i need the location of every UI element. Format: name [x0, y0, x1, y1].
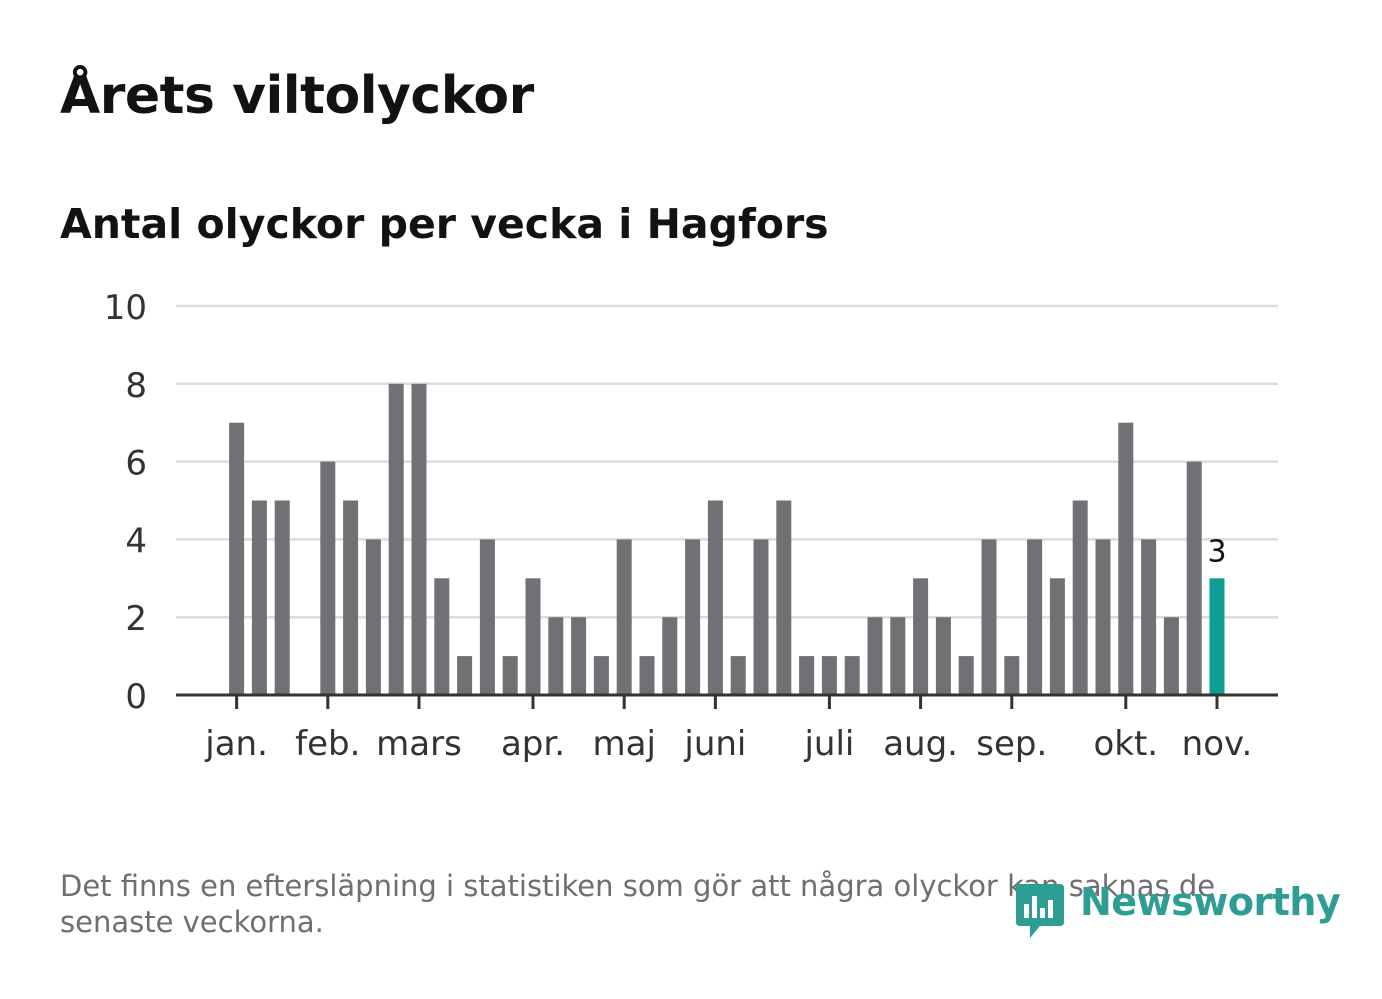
chart-title: Årets viltolyckor: [60, 66, 534, 126]
bar-week-43: [1141, 539, 1157, 695]
bar-week-21: [639, 656, 655, 695]
bar-week-16: [525, 578, 541, 695]
bar-week-39: [1049, 578, 1065, 695]
bar-week-17: [548, 617, 564, 695]
bar-week-34: [935, 617, 951, 695]
x-tick-label-maj: maj: [592, 724, 655, 764]
x-tick-label-jan: jan.: [204, 724, 268, 764]
bar-week-46: [1209, 578, 1225, 695]
bar-week-30: [844, 656, 860, 695]
y-tick-labels: 0 2 4 6 8 10: [104, 288, 147, 717]
newsworthy-logo: Newsworthy: [1010, 878, 1341, 944]
bar-week-12: [434, 578, 450, 695]
newsworthy-logo-icon: [1016, 884, 1064, 938]
bar-week-26: [753, 539, 769, 695]
bar-week-5: [274, 500, 290, 695]
bar-week-37: [1004, 656, 1020, 695]
bar-week-38: [1027, 539, 1043, 695]
bar-week-40: [1072, 500, 1088, 695]
bar-week-44: [1163, 617, 1179, 695]
y-tick-label-4: 4: [125, 521, 147, 561]
bar-week-18: [571, 617, 587, 695]
x-tick-label-okt: okt.: [1093, 724, 1158, 764]
gridlines: [176, 304, 1278, 619]
bar-week-20: [616, 539, 632, 695]
x-tick-label-nov: nov.: [1182, 724, 1253, 764]
bar-week-22: [662, 617, 678, 695]
bar-week-45: [1186, 461, 1202, 695]
bar-week-8: [343, 500, 359, 695]
bar-week-25: [730, 656, 746, 695]
bar-week-3: [229, 422, 245, 695]
x-tick-labels: jan. feb. mars apr. maj juni juli aug. sep. okt. n…: [204, 724, 1252, 764]
x-tick-label-apr: apr.: [501, 724, 565, 764]
y-tick-label-10: 10: [104, 288, 147, 328]
bars: [229, 383, 1225, 695]
bar-chart: 0 2 4 6 8 10 jan. feb. mars apr. maj juni juli aug. s…: [104, 288, 1278, 764]
bar-week-35: [958, 656, 974, 695]
bar-week-28: [799, 656, 815, 695]
y-tick-label-6: 6: [125, 444, 147, 484]
bar-week-7: [320, 461, 336, 695]
bar-week-33: [913, 578, 929, 695]
bar-week-32: [890, 617, 906, 695]
chart-subtitle: Antal olyckor per vecka i Hagfors: [60, 200, 829, 248]
x-tick-label-aug: aug.: [883, 724, 958, 764]
x-tick-label-juli: juli: [803, 724, 854, 764]
bar-week-29: [821, 656, 837, 695]
bar-week-24: [707, 500, 723, 695]
bar-week-14: [479, 539, 495, 695]
bar-week-27: [776, 500, 792, 695]
y-tick-label-0: 0: [125, 677, 147, 717]
bar-week-9: [365, 539, 381, 695]
bar-week-31: [867, 617, 883, 695]
bar-week-19: [593, 656, 609, 695]
bar-week-10: [388, 383, 404, 695]
y-tick-label-2: 2: [125, 599, 147, 639]
bar-week-23: [685, 539, 701, 695]
bar-week-13: [457, 656, 473, 695]
x-tick-label-juni: juni: [683, 724, 746, 764]
bar-week-42: [1118, 422, 1134, 695]
bar-week-41: [1095, 539, 1111, 695]
x-tick-label-feb: feb.: [295, 724, 360, 764]
x-tick-label-mars: mars: [376, 724, 462, 764]
bar-week-11: [411, 383, 427, 695]
x-tick-label-sep: sep.: [976, 724, 1047, 764]
bar-week-4: [251, 500, 267, 695]
data-labels: 3: [1207, 534, 1226, 569]
newsworthy-logo-text: Newsworthy: [1080, 880, 1341, 924]
y-tick-label-8: 8: [125, 366, 147, 406]
data-label-latest: 3: [1207, 534, 1226, 569]
bar-week-36: [981, 539, 997, 695]
x-axis: [176, 693, 1278, 709]
bar-week-15: [502, 656, 518, 695]
